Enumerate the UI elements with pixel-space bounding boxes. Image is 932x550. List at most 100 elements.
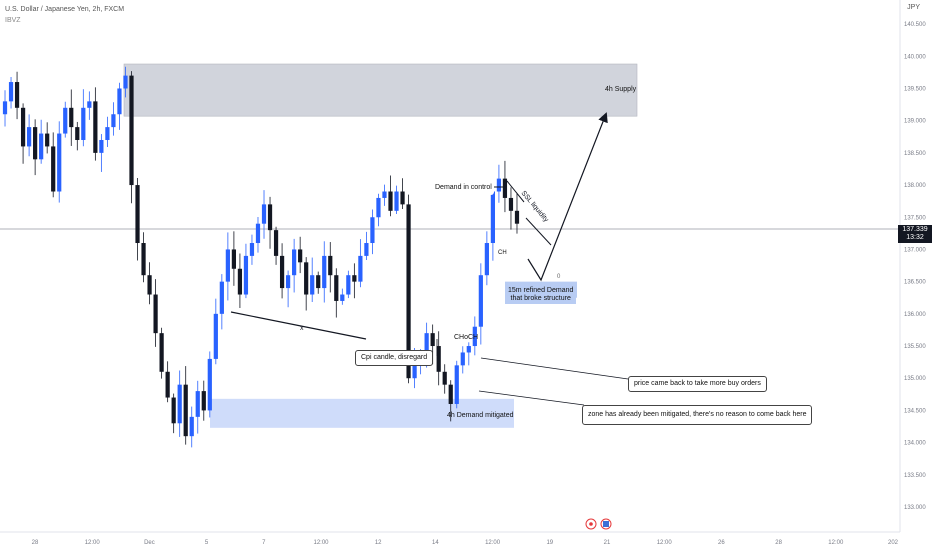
cpi-note: Cpi candle, disregard <box>355 350 434 366</box>
x-tick-label: 28 <box>775 540 782 546</box>
current-price-value: 137.339 <box>902 226 928 233</box>
candle-body <box>261 204 267 224</box>
candle-body <box>2 101 8 115</box>
candle-body <box>490 191 496 244</box>
y-tick-label: 137.000 <box>904 247 926 253</box>
x-tick-label: 12:00 <box>828 540 844 546</box>
candle-body <box>352 275 357 282</box>
candle-body <box>328 255 333 276</box>
indicator-label: IBVZ <box>5 17 21 24</box>
candle-body <box>496 178 502 192</box>
candle-body <box>370 217 375 244</box>
demand-mitigated-label: 4h Demand mitigated <box>447 412 514 419</box>
candle-body <box>165 371 170 398</box>
refined-demand-line-2: that broke structure <box>510 295 571 302</box>
candle-body <box>394 191 399 211</box>
candle-body <box>334 275 339 301</box>
candle-body <box>20 107 26 147</box>
price-back-note: price came back to take more buy orders <box>628 376 767 392</box>
y-tick-label: 133.000 <box>904 505 926 511</box>
y-axis-ticks: 140.500 140.000 139.500 139.000 138.500 138.0… <box>904 22 926 511</box>
candle-body <box>249 243 255 256</box>
trendline-x <box>230 311 367 340</box>
candle-body <box>51 146 56 192</box>
candle-body <box>454 365 459 404</box>
candle-body <box>364 243 369 256</box>
candle-body <box>75 127 80 140</box>
x-tick-label: 12 <box>375 540 382 546</box>
candle-body <box>279 255 285 289</box>
bar-countdown: 13:32 <box>906 234 924 241</box>
candle-body <box>304 262 309 295</box>
candle-body <box>147 275 152 295</box>
x-tick-label: 12:00 <box>313 540 329 546</box>
candle-body <box>267 204 273 231</box>
candle-body <box>273 230 279 256</box>
candles-group <box>2 66 520 448</box>
current-price-tag: 137.339 13:32 <box>898 225 932 243</box>
x-tick-label: 12:00 <box>485 540 501 546</box>
y-tick-label: 138.000 <box>904 183 926 189</box>
x-tick-label: 7 <box>262 540 266 546</box>
x-tick-label: 28 <box>32 540 39 546</box>
supply-zone-label: 4h Supply <box>605 86 637 93</box>
us-flag-canton-icon <box>603 521 609 527</box>
y-tick-label: 135.000 <box>904 376 926 382</box>
candle-body <box>430 333 435 347</box>
candle-body <box>412 358 417 379</box>
candle-body <box>111 114 116 128</box>
x-tick-label: 21 <box>604 540 611 546</box>
candle-body <box>514 210 520 224</box>
candle-body <box>388 191 393 211</box>
zone-mitigated-note: zone has already been mitigated, there's… <box>582 405 813 425</box>
ssl-line-1 <box>506 180 525 203</box>
x-mark: x <box>300 325 304 332</box>
event-dot-icon <box>589 522 593 526</box>
candle-body <box>310 275 315 295</box>
demand-zone <box>210 398 514 428</box>
callout-line-2 <box>478 390 585 406</box>
y-tick-label: 140.000 <box>904 54 926 60</box>
candle-body <box>346 275 351 295</box>
candle-body <box>93 101 98 153</box>
candle-body <box>195 391 200 417</box>
candle-body <box>225 249 230 282</box>
candle-body <box>123 75 128 89</box>
candle-body <box>400 191 405 205</box>
candle-body <box>298 249 303 263</box>
candle-body <box>460 352 465 366</box>
candle-body <box>382 191 387 198</box>
chart-header: U.S. Dollar / Japanese Yen, 2h, FXCM IBV… <box>5 4 124 26</box>
supply-zone <box>123 63 638 117</box>
x-tick-label: 12:00 <box>657 540 673 546</box>
candle-body <box>8 82 14 102</box>
candle-body <box>39 133 44 160</box>
candle-body <box>201 391 206 411</box>
candle-body <box>129 75 134 186</box>
candle-body <box>135 185 140 244</box>
candle-body <box>478 275 483 327</box>
y-tick-label: 135.500 <box>904 344 926 350</box>
candle-body <box>484 243 489 276</box>
candle-body <box>57 133 62 192</box>
candle-body <box>502 178 508 198</box>
candle-body <box>472 326 477 347</box>
candle-body <box>69 107 74 128</box>
candle-body <box>424 333 429 353</box>
candle-body <box>117 88 122 115</box>
y-tick-label: 133.500 <box>904 473 926 479</box>
candle-body <box>207 358 212 411</box>
candle-body <box>442 371 447 385</box>
refined-demand-label: 15m refined Demand that broke structure <box>505 286 577 304</box>
x-tick-label: Dec <box>144 540 155 546</box>
candle-body <box>26 127 32 147</box>
y-tick-label: 134.500 <box>904 408 926 414</box>
candle-body <box>141 243 146 276</box>
candle-body <box>285 275 291 289</box>
candle-body <box>237 268 243 295</box>
y-tick-label: 134.000 <box>904 441 926 447</box>
choch-label: CHoCH <box>454 334 479 341</box>
ch-label: CH <box>498 250 507 256</box>
candle-body <box>87 101 92 108</box>
